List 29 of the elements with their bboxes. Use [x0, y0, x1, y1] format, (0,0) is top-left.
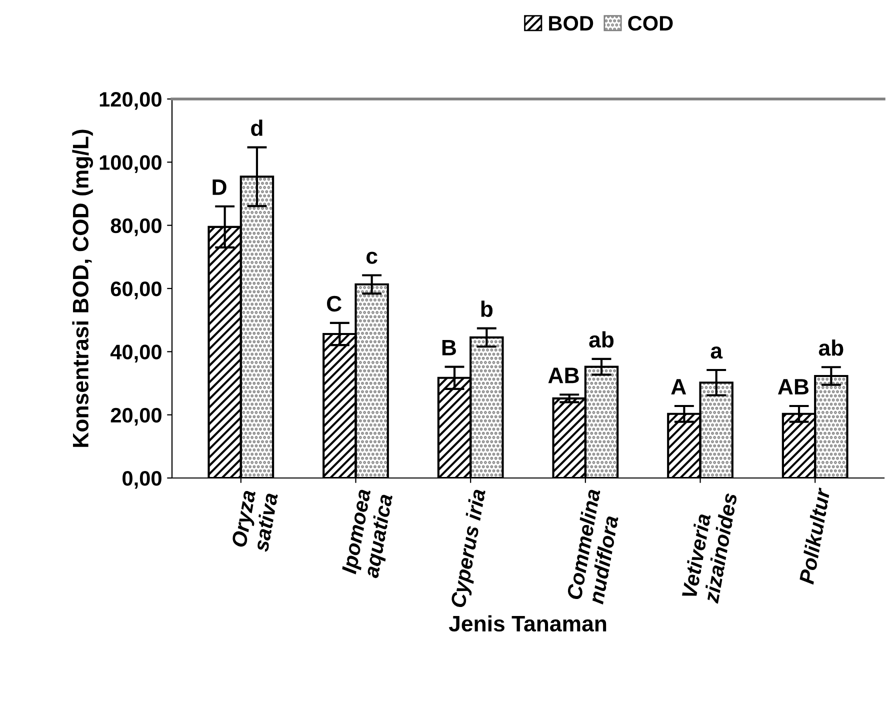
x-tick-label: Ipomoea aquatica: [342, 488, 397, 580]
annotation: a: [710, 346, 723, 359]
y-tick-label: 100,00: [100, 155, 162, 173]
annotation: B: [442, 340, 456, 356]
annotation: ab: [818, 339, 844, 356]
legend-label: BOD: [549, 16, 594, 31]
annotation: A: [671, 379, 686, 394]
annotation: C: [327, 296, 342, 312]
annotation: d: [251, 120, 262, 136]
x-tick-label: Commelina nudiflora: [566, 488, 618, 605]
annotation: D: [212, 180, 226, 195]
y-tick-label: 40,00: [110, 344, 162, 362]
y-tick-label: 80,00: [110, 218, 162, 236]
y-axis-title: Konsentrasi BOD, COD (mg/L): [72, 130, 94, 447]
x-tick-label: Vetiveria zizainoides: [681, 492, 738, 604]
annotation: ab: [589, 331, 614, 348]
y-tick-label: 60,00: [110, 282, 162, 300]
annotation: b: [481, 300, 493, 317]
annotation: c: [366, 252, 378, 264]
legend-label: COD: [628, 16, 673, 31]
x-tick-label: Polikultur: [798, 486, 830, 585]
x-tick-label: Oryza sativa: [231, 490, 278, 552]
x-tick-label: Cyperus iria: [450, 488, 490, 609]
annotation: AB: [548, 368, 579, 384]
y-tick-label: 20,00: [110, 408, 162, 426]
annotation: AB: [778, 379, 808, 394]
x-axis-title: Jenis Tanaman: [448, 615, 606, 632]
y-tick-label: 0,00: [122, 471, 162, 489]
y-tick-label: 120,00: [100, 92, 162, 110]
